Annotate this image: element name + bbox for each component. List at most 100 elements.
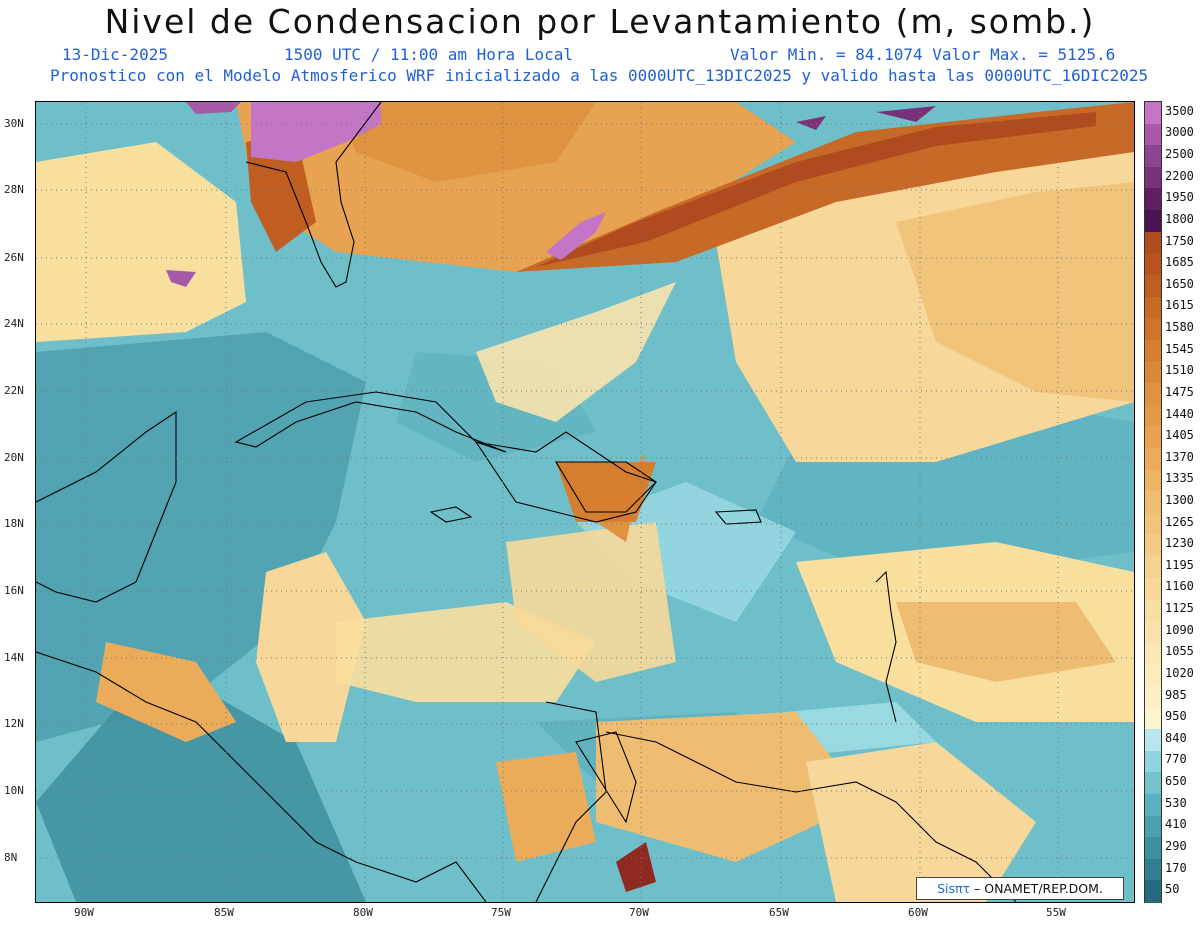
color-scale-segment — [1145, 642, 1161, 665]
color-scale-label: 170 — [1165, 860, 1187, 875]
lon-label: 65W — [769, 906, 789, 919]
lcl-field-map — [36, 102, 1134, 902]
lat-label: 14N — [4, 651, 24, 664]
lon-label: 90W — [74, 906, 94, 919]
color-scale-label: 530 — [1165, 795, 1187, 810]
lon-label: 70W — [629, 906, 649, 919]
lat-label: 12N — [4, 717, 24, 730]
color-scale-label: 1800 — [1165, 211, 1194, 226]
color-scale-segment — [1145, 880, 1161, 903]
lon-label: 80W — [353, 906, 373, 919]
credit-box: Sisπτ – ONAMET/REP.DOM. — [916, 877, 1124, 900]
color-scale-segment — [1145, 599, 1161, 622]
forecast-time: 1500 UTC / 11:00 am Hora Local — [284, 45, 573, 64]
color-scale-label: 1265 — [1165, 514, 1194, 529]
color-scale-label: 3000 — [1165, 125, 1194, 140]
color-scale-label: 1510 — [1165, 363, 1194, 378]
color-scale-segment — [1145, 577, 1161, 600]
color-scale-label: 1160 — [1165, 579, 1194, 594]
color-scale-segment — [1145, 469, 1161, 492]
color-scale-segment — [1145, 339, 1161, 363]
color-scale-segment — [1145, 383, 1161, 406]
color-scale-label: 1055 — [1165, 644, 1194, 659]
lat-label: 22N — [4, 384, 24, 397]
lon-label: 60W — [908, 906, 928, 919]
color-scale-segment — [1145, 729, 1161, 752]
color-scale-label: 840 — [1165, 730, 1187, 745]
color-scale-label: 985 — [1165, 687, 1187, 702]
lat-label: 30N — [4, 117, 24, 130]
color-scale-label: 1475 — [1165, 384, 1194, 399]
color-scale-label: 1020 — [1165, 665, 1194, 680]
color-scale-segment — [1145, 123, 1161, 146]
color-scale-label: 1090 — [1165, 622, 1194, 637]
color-scale-segment — [1145, 685, 1161, 708]
lat-label: 8N — [4, 851, 18, 864]
forecast-date: 13-Dic-2025 — [62, 45, 168, 64]
color-scale-label: 650 — [1165, 774, 1187, 789]
color-scale-segment — [1145, 318, 1161, 341]
color-scale-segment — [1145, 772, 1161, 795]
lon-label: 85W — [214, 906, 234, 919]
color-scale-segment — [1145, 793, 1161, 817]
lon-label: 75W — [491, 906, 511, 919]
color-scale-segment — [1145, 491, 1161, 514]
color-scale-label: 1300 — [1165, 493, 1194, 507]
color-scale-label: 3500 — [1165, 103, 1194, 118]
lat-label: 18N — [4, 517, 24, 530]
sispi-logo-text: Sisπτ — [937, 881, 971, 896]
credit-org: – ONAMET/REP.DOM. — [970, 881, 1103, 896]
color-scale-label: 1580 — [1165, 320, 1194, 335]
lat-label: 20N — [4, 451, 24, 464]
lat-label: 28N — [4, 183, 24, 196]
lon-label: 55W — [1046, 906, 1066, 919]
map-title: Nivel de Condensacion por Levantamiento … — [104, 2, 1096, 41]
color-scale-segment — [1145, 858, 1161, 881]
color-scale-segment — [1145, 102, 1161, 125]
color-scale-bar — [1144, 101, 1162, 903]
color-scale-segment — [1145, 145, 1161, 168]
color-scale-label: 770 — [1165, 752, 1187, 767]
color-scale-label: 1545 — [1165, 341, 1194, 356]
color-scale-segment — [1145, 707, 1161, 730]
color-scale-segment — [1145, 166, 1161, 190]
color-scale-label: 1230 — [1165, 536, 1194, 551]
color-scale-label: 1370 — [1165, 449, 1194, 464]
color-scale-segment — [1145, 426, 1161, 449]
map-panel — [35, 101, 1135, 903]
color-scale-label: 1405 — [1165, 428, 1194, 443]
color-scale-label: 290 — [1165, 838, 1187, 853]
color-scale-label: 2200 — [1165, 168, 1194, 183]
color-scale-label: 950 — [1165, 709, 1187, 724]
color-scale-segment — [1145, 556, 1161, 579]
color-scale-label: 1195 — [1165, 557, 1194, 572]
color-scale-label: 1335 — [1165, 471, 1194, 486]
color-scale-segment — [1145, 512, 1161, 536]
color-scale-segment — [1145, 750, 1161, 773]
color-scale-segment — [1145, 253, 1161, 276]
color-scale-label: 1615 — [1165, 298, 1194, 313]
model-info: Pronostico con el Modelo Atmosferico WRF… — [50, 66, 1149, 85]
lat-label: 10N — [4, 784, 24, 797]
color-scale-label: 410 — [1165, 817, 1187, 832]
color-scale-segment — [1145, 664, 1161, 687]
color-scale-label: 2500 — [1165, 147, 1194, 162]
lat-label: 24N — [4, 317, 24, 330]
color-scale-segment — [1145, 231, 1161, 254]
color-scale-segment — [1145, 296, 1161, 319]
lat-label: 26N — [4, 251, 24, 264]
color-scale-label: 1650 — [1165, 276, 1194, 291]
color-scale-segment — [1145, 534, 1161, 557]
color-scale-segment — [1145, 447, 1161, 471]
color-scale-label: 1440 — [1165, 406, 1194, 421]
color-scale-label: 1685 — [1165, 255, 1194, 270]
color-scale-segment — [1145, 188, 1161, 211]
color-scale-segment — [1145, 620, 1161, 644]
color-scale-segment — [1145, 274, 1161, 298]
color-scale-label: 1125 — [1165, 601, 1194, 616]
color-scale-label: 50 — [1165, 882, 1180, 897]
min-max-values: Valor Min. = 84.1074 Valor Max. = 5125.6 — [730, 45, 1116, 64]
lat-label: 16N — [4, 584, 24, 597]
color-scale-label: 1950 — [1165, 190, 1194, 205]
color-scale-segment — [1145, 210, 1161, 233]
